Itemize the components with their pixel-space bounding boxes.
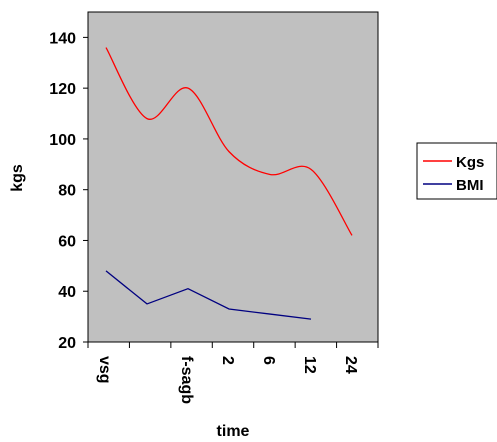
x-tick-label-f-sagb: f-sagb	[178, 356, 195, 404]
data-point-kgs-1	[146, 117, 149, 120]
y-tick-label-20: 20	[58, 335, 76, 352]
data-point-kgs-6	[351, 234, 354, 237]
legend-label-kgs: Kgs	[456, 154, 484, 171]
data-point-kgs-5	[310, 168, 313, 171]
series-line-kgs	[105, 47, 353, 236]
y-tick-label-40: 40	[58, 284, 76, 301]
x-axis-title: time	[217, 423, 250, 440]
y-tick-label-80: 80	[58, 183, 76, 200]
legend-box	[416, 142, 497, 200]
plot-area	[87, 11, 379, 343]
data-point-kgs-4	[269, 173, 272, 176]
data-point-kgs-2	[187, 87, 190, 90]
data-point-bmi-1	[146, 302, 149, 305]
legend: Kgs BMI	[416, 142, 497, 200]
x-tick-label-2: 2	[219, 356, 236, 365]
legend-label-bmi: BMI	[456, 177, 484, 194]
y-tick-label-100: 100	[49, 132, 76, 149]
x-tick-label-24: 24	[342, 356, 359, 374]
y-axis-title: kgs	[9, 164, 26, 192]
data-point-bmi-2	[187, 287, 190, 290]
series-line-bmi	[105, 270, 312, 320]
data-point-kgs-0	[105, 46, 108, 49]
x-tick-label-6: 6	[260, 356, 277, 365]
y-tick-label-60: 60	[58, 233, 76, 250]
axis-layer	[83, 36, 379, 348]
data-point-bmi-5	[310, 318, 313, 321]
x-tick-label-12: 12	[301, 356, 318, 374]
data-point-bmi-3	[228, 308, 231, 311]
label-layer: 20 40 60 80 100 120 140 vsg f-sagb 2 6 12 24	[49, 30, 359, 404]
data-point-bmi-0	[105, 269, 108, 272]
y-tick-label-120: 120	[49, 81, 76, 98]
data-point-bmi-4	[269, 313, 272, 316]
x-tick-label-vsg: vsg	[96, 356, 113, 384]
data-point-kgs-3	[228, 150, 231, 153]
y-tick-label-140: 140	[49, 30, 76, 47]
series-layer	[105, 46, 354, 321]
